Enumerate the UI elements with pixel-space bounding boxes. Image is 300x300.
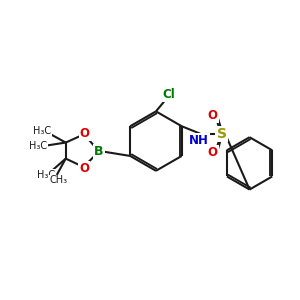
Text: B: B — [94, 145, 104, 158]
Text: O: O — [80, 127, 90, 140]
Text: Cl: Cl — [162, 88, 175, 100]
Text: O: O — [208, 146, 218, 159]
Text: CH₃: CH₃ — [49, 175, 67, 185]
Text: O: O — [208, 109, 218, 122]
Text: H₃C: H₃C — [33, 126, 51, 136]
Text: O: O — [79, 162, 89, 175]
Text: H₃C: H₃C — [37, 170, 55, 180]
Text: H₃C: H₃C — [29, 140, 47, 151]
Text: S: S — [217, 127, 226, 141]
Text: NH: NH — [189, 134, 208, 147]
